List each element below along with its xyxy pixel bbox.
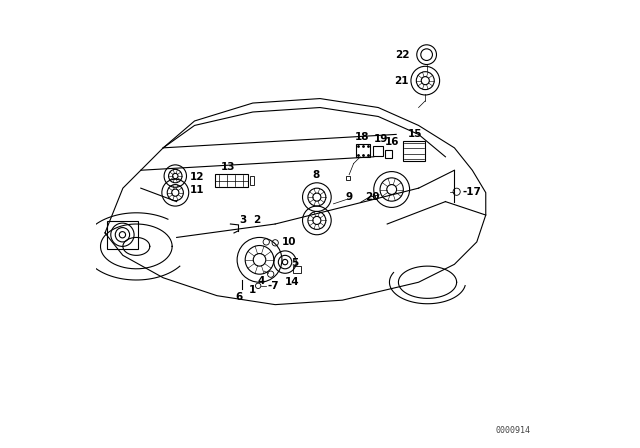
Bar (385, 150, 392, 158)
Text: 22: 22 (395, 50, 410, 60)
Text: 9: 9 (346, 192, 353, 202)
Bar (214, 174, 248, 187)
Bar (356, 144, 370, 157)
Text: 6: 6 (236, 292, 243, 302)
Text: 20: 20 (365, 192, 379, 202)
Text: 13: 13 (221, 162, 236, 172)
Bar (403, 141, 426, 161)
Text: 4: 4 (258, 276, 266, 286)
Bar (107, 221, 138, 249)
Text: 14: 14 (284, 277, 299, 287)
Text: 19: 19 (374, 134, 388, 144)
Text: 2: 2 (253, 215, 260, 224)
Text: 16: 16 (385, 138, 399, 147)
Text: 18: 18 (355, 132, 369, 142)
Text: 10: 10 (282, 237, 296, 247)
Text: -17: -17 (462, 187, 481, 197)
Text: 21: 21 (394, 76, 408, 86)
Text: 1: 1 (249, 285, 257, 295)
Bar (293, 266, 301, 273)
Text: 0000914: 0000914 (495, 426, 531, 435)
Bar (346, 176, 351, 180)
Bar (373, 146, 383, 156)
Text: 3: 3 (239, 215, 246, 224)
Text: 12: 12 (190, 172, 205, 182)
Text: 8: 8 (312, 170, 319, 180)
Bar (250, 176, 254, 185)
Text: -7: -7 (267, 281, 279, 291)
Text: 11: 11 (190, 185, 205, 195)
Text: 5: 5 (291, 258, 298, 268)
Text: 15: 15 (408, 129, 422, 139)
